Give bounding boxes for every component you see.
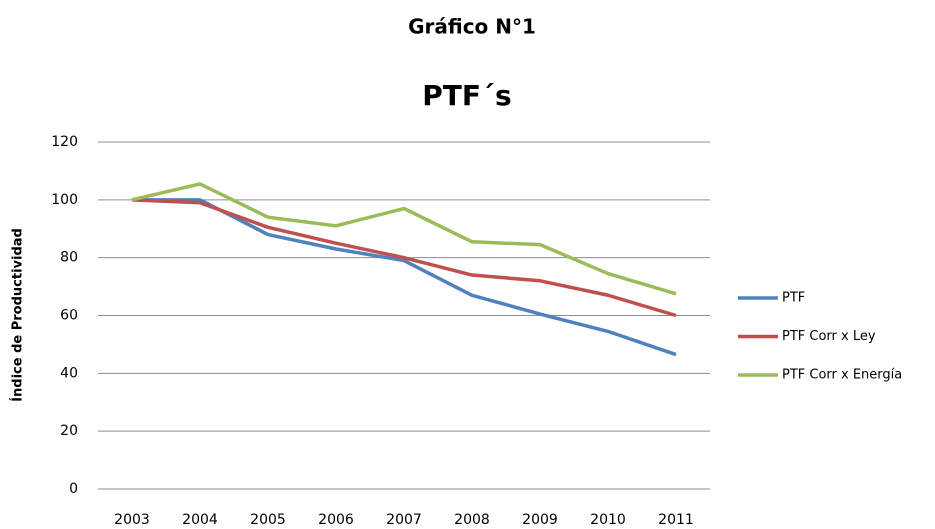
y-tick-label: 20 [60, 423, 78, 439]
y-tick-label: 40 [60, 365, 78, 381]
x-tick-label: 2003 [114, 512, 150, 528]
x-tick-label: 2004 [182, 512, 218, 528]
x-tick-label: 2005 [250, 512, 286, 528]
y-axis-label: Índice de Productividad [10, 228, 26, 402]
x-tick-label: 2007 [386, 512, 422, 528]
legend-label: PTF Corr x Ley [782, 329, 876, 344]
y-tick-label: 120 [51, 134, 78, 150]
x-tick-label: 2010 [590, 512, 626, 528]
line-series [131, 198, 677, 318]
y-tick-label: 100 [51, 192, 78, 208]
x-tick-label: 2008 [454, 512, 490, 528]
chart-title: PTF´s [422, 79, 511, 112]
y-tick-label: 60 [60, 308, 78, 324]
x-tick-label: 2009 [522, 512, 558, 528]
y-tick-label: 0 [69, 481, 78, 497]
line-series [131, 182, 677, 296]
x-tick-label: 2006 [318, 512, 354, 528]
line-series [132, 198, 677, 357]
page-heading: Gráfico N°1 [408, 15, 536, 39]
y-tick-label: 80 [60, 250, 78, 266]
x-tick-label: 2011 [658, 512, 694, 528]
legend-label: PTF Corr x Energía [782, 368, 902, 383]
legend-label: PTF [782, 291, 805, 306]
